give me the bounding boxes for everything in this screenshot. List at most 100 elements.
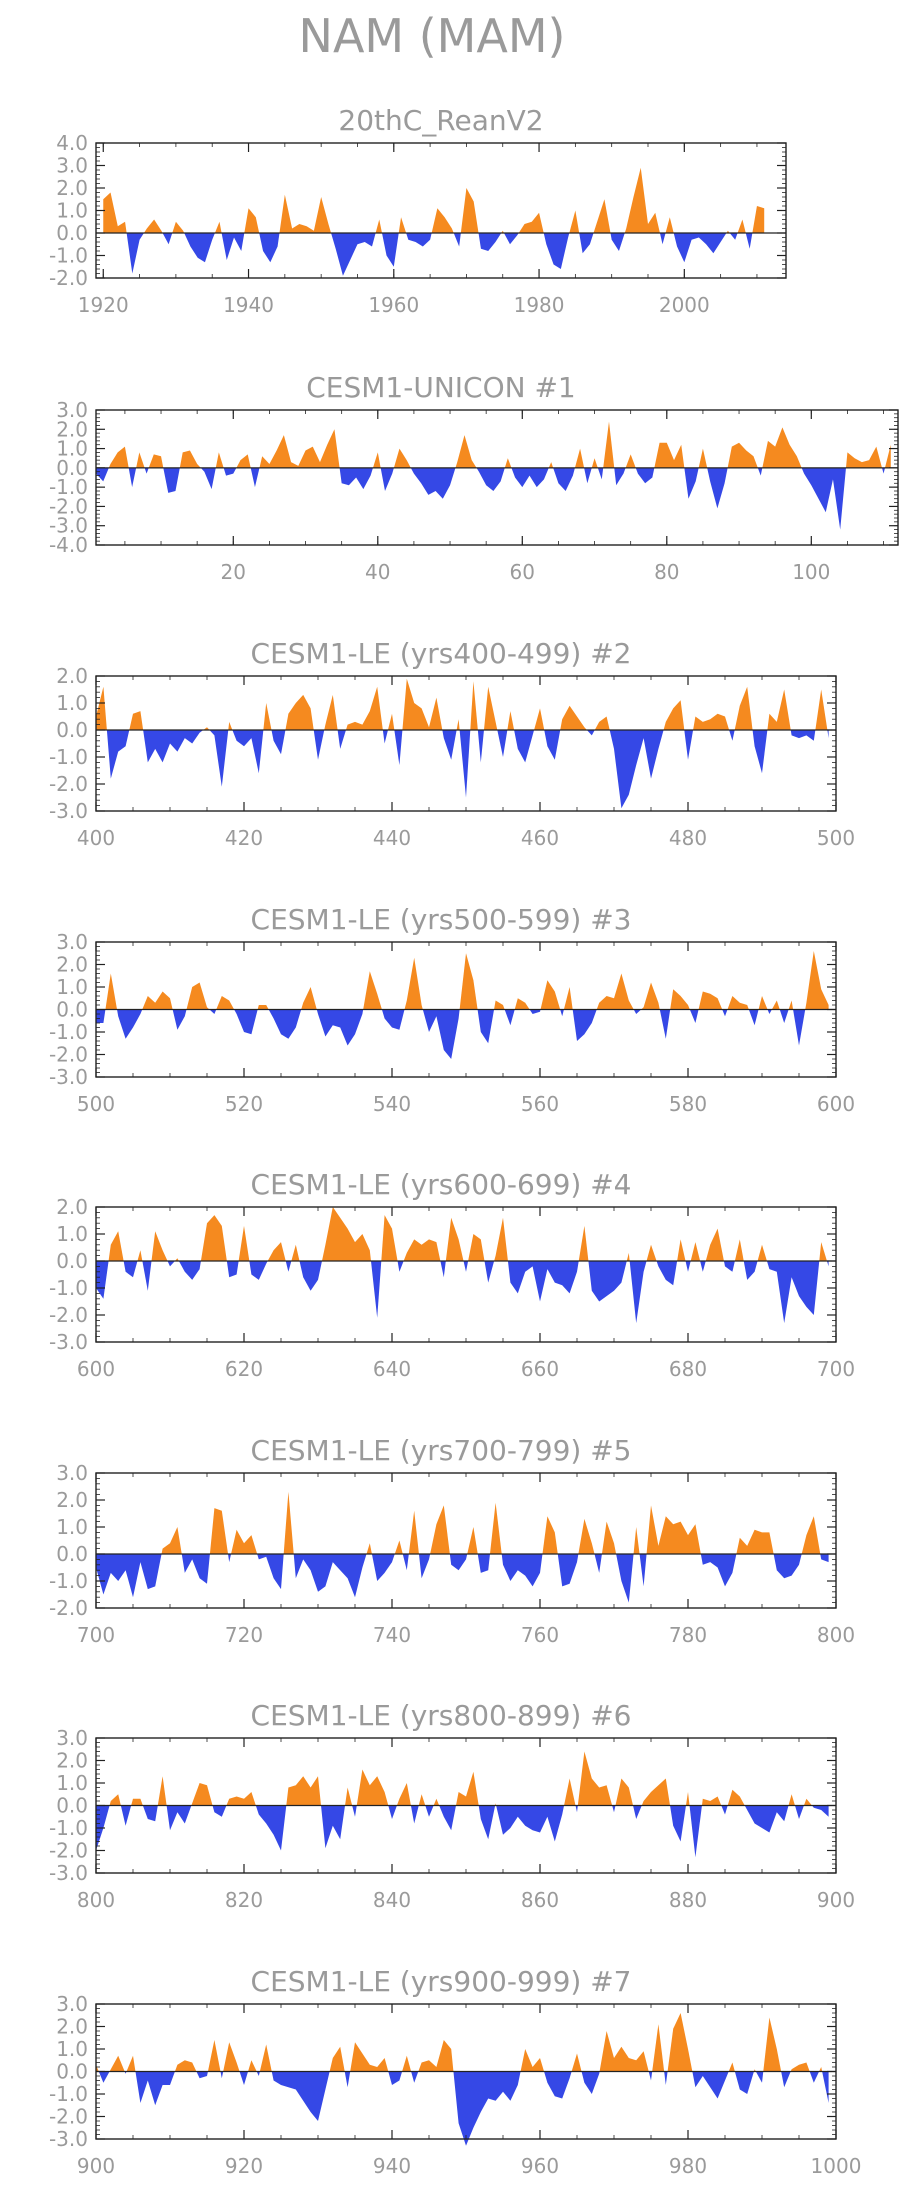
positive-area-8-31	[652, 2024, 665, 2072]
negative-area-8-22	[411, 2071, 419, 2083]
negative-area-3-42	[790, 730, 816, 741]
y-tick-label: 2.0	[56, 664, 88, 688]
negative-area-7-11	[255, 1805, 287, 1851]
positive-area-2-10	[215, 452, 224, 468]
negative-area-6-35	[820, 1554, 829, 1563]
positive-area-4-14	[363, 971, 382, 1010]
negative-area-4-41	[779, 1009, 789, 1023]
negative-area-6-29	[639, 1554, 647, 1587]
positive-area-8-21	[402, 2055, 412, 2072]
x-tick-label: 900	[817, 1888, 855, 1912]
positive-area-4-38	[758, 996, 768, 1010]
positive-area-5-34	[646, 1244, 657, 1261]
negative-area-2-25	[553, 467, 575, 491]
x-tick-label: 860	[521, 1888, 559, 1912]
negative-area-1-28	[610, 233, 625, 251]
negative-area-8-14	[256, 2071, 260, 2076]
negative-area-7-41	[744, 1805, 789, 1833]
positive-area-1-29	[624, 167, 660, 233]
negative-area-4-13	[316, 1009, 364, 1046]
negative-area-4-25	[560, 1009, 564, 1017]
positive-area-3-7	[228, 721, 233, 730]
x-tick-label: 520	[225, 1092, 263, 1116]
negative-area-3-18	[394, 730, 403, 766]
negative-area-3-30	[544, 730, 561, 760]
y-tick-label: 3.0	[56, 398, 88, 422]
positive-area-7-36	[685, 1792, 690, 1806]
x-tick-label: 800	[77, 1888, 115, 1912]
y-tick-label: -3.0	[49, 1861, 88, 1885]
negative-area-4-21	[504, 1009, 515, 1026]
positive-area-1-1	[103, 192, 127, 233]
positive-area-6-30	[646, 1505, 701, 1554]
positive-area-5-6	[151, 1231, 168, 1261]
positive-area-8-9	[207, 2040, 221, 2072]
x-tick-label: 1000	[811, 2154, 862, 2178]
positive-area-2-26	[574, 448, 585, 468]
negative-area-6-31	[700, 1554, 737, 1587]
x-tick-label: 680	[669, 1357, 707, 1381]
x-tick-label: 560	[521, 1092, 559, 1116]
x-tick-label: 620	[225, 1357, 263, 1381]
negative-area-3-34	[609, 730, 664, 809]
positive-area-3-19	[402, 678, 443, 730]
negative-area-2-43	[882, 467, 885, 474]
positive-area-7-32	[615, 1778, 634, 1806]
negative-area-6-5	[228, 1554, 232, 1563]
positive-area-8-15	[259, 2044, 272, 2072]
positive-area-8-25	[520, 2049, 545, 2072]
negative-area-8-32	[664, 2071, 668, 2085]
positive-area-1-9	[244, 208, 260, 233]
y-tick-label: -2.0	[49, 2105, 88, 2129]
negative-area-4-11	[268, 1009, 302, 1039]
negative-area-7-25	[478, 1805, 496, 1840]
x-tick-label: 500	[77, 1092, 115, 1116]
positive-area-3-41	[767, 689, 791, 730]
negative-area-7-3	[120, 1805, 132, 1826]
negative-area-4-43	[793, 1009, 806, 1046]
positive-area-3-9	[263, 703, 272, 730]
positive-area-3-43	[815, 689, 828, 730]
positive-area-2-14	[259, 429, 340, 468]
y-tick-label: 1.0	[56, 1222, 88, 1246]
positive-area-8-33	[667, 2013, 693, 2072]
y-tick-label: 3.0	[56, 1461, 88, 1485]
x-tick-label: 1920	[78, 293, 129, 317]
negative-area-7-21	[425, 1805, 434, 1817]
negative-area-8-34	[692, 2071, 729, 2099]
negative-area-4-39	[767, 1009, 772, 1014]
negative-area-2-11	[223, 467, 237, 476]
positive-area-3-35	[663, 700, 685, 730]
positive-area-1-27	[593, 199, 611, 233]
negative-area-6-15	[418, 1554, 431, 1579]
y-tick-label: -2.0	[49, 1043, 88, 1067]
positive-area-6-20	[489, 1502, 502, 1554]
positive-area-7-24	[455, 1771, 479, 1806]
positive-area-8-17	[329, 2046, 345, 2072]
positive-area-2-24	[548, 462, 554, 468]
positive-area-2-44	[884, 444, 891, 468]
y-tick-label: 3.0	[56, 154, 88, 178]
y-tick-label: -1.0	[49, 475, 88, 499]
negative-area-8-44	[822, 2071, 829, 2103]
negative-area-3-24	[477, 730, 484, 763]
negative-area-4-27	[572, 1009, 597, 1041]
plot-frame	[95, 409, 899, 546]
negative-area-7-7	[166, 1805, 192, 1831]
negative-area-4-17	[422, 1009, 460, 1059]
x-tick-label: 540	[373, 1092, 411, 1116]
negative-area-6-25	[594, 1554, 602, 1573]
chart-panel-6: 3.0 2.0 1.0 0.0 -1.0 -2.0 700 720 740 760 780 800 CE…	[49, 1434, 855, 1647]
negative-area-3-20	[442, 730, 457, 760]
negative-area-1-6	[184, 233, 215, 263]
negative-area-6-7	[257, 1554, 284, 1590]
negative-area-7-13	[321, 1805, 346, 1849]
positive-area-4-24	[540, 980, 561, 1010]
plot-frame	[95, 1472, 837, 1609]
positive-area-3-17	[387, 713, 395, 730]
negative-area-3-38	[729, 730, 735, 741]
positive-area-8-39	[763, 2017, 782, 2072]
y-tick-label: -1.0	[49, 2082, 88, 2106]
positive-area-8-3	[109, 2055, 125, 2072]
y-tick-label: 0.0	[56, 2060, 88, 2084]
